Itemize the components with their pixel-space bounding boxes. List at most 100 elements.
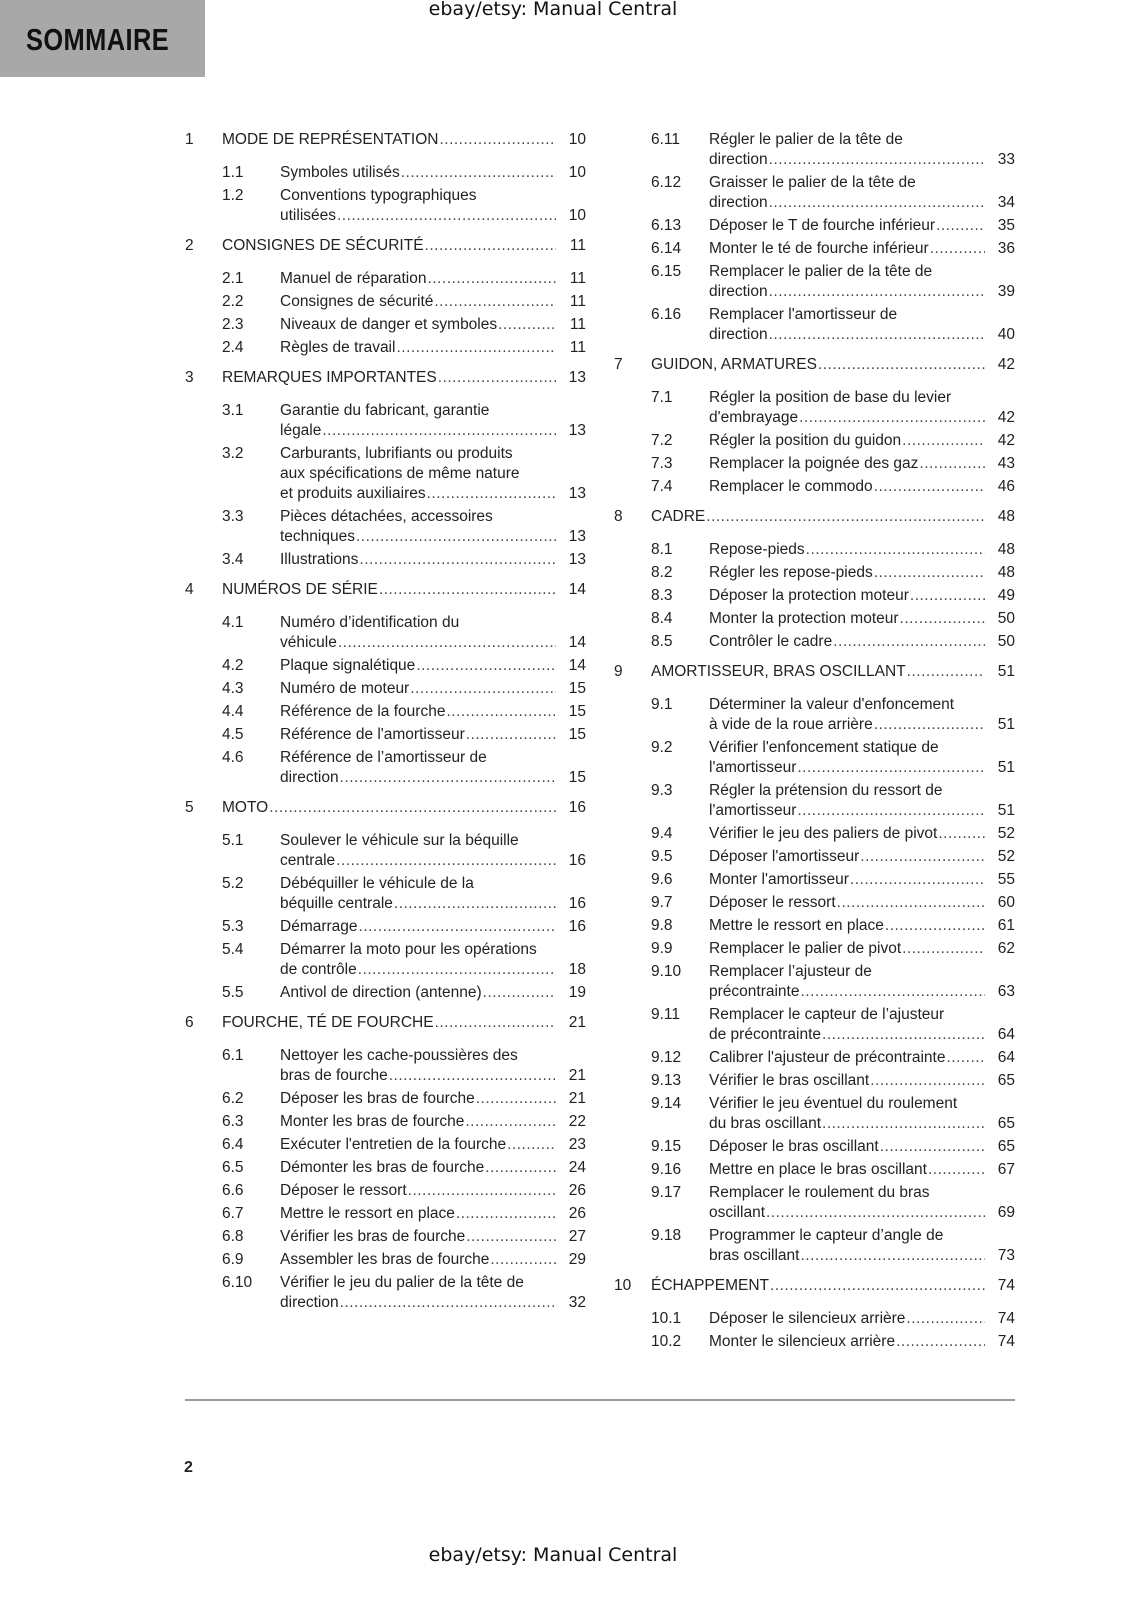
- toc-entry[interactable]: 6.15 Remplacer le palier de la tête de dir…: [614, 262, 1015, 302]
- toc-entry[interactable]: 4.6 Référence de l’amortisseur de directio…: [185, 748, 586, 788]
- toc-entry[interactable]: 1.1 Symboles utilisés....................…: [185, 163, 586, 183]
- toc-entry-last-line: MOTO....................................…: [222, 798, 586, 818]
- toc-entry[interactable]: 9.18 Programmer le capteur d’angle de bras…: [614, 1226, 1015, 1266]
- toc-entry[interactable]: 5.5 Antivol de direction (antenne).......…: [185, 983, 586, 1003]
- toc-entry[interactable]: 9.12 Calibrer l'ajusteur de précontrainte…: [614, 1048, 1015, 1068]
- toc-entry[interactable]: 8.2 Régler les repose-pieds..............…: [614, 563, 1015, 583]
- toc-entry[interactable]: 1.2 Conventions typographiques utilisées..…: [185, 186, 586, 226]
- toc-entry[interactable]: 7.2 Régler la position du guidon.........…: [614, 431, 1015, 451]
- toc-entry[interactable]: 6.4 Exécuter l'entretien de la fourche...…: [185, 1135, 586, 1155]
- toc-entry-number: 5.4: [222, 941, 244, 958]
- dot-leader: ........................................…: [439, 131, 556, 148]
- toc-entry[interactable]: 6.5 Démonter les bras de fourche.........…: [185, 1158, 586, 1178]
- toc-entry[interactable]: 9.14 Vérifier le jeu éventuel du roulemen…: [614, 1094, 1015, 1134]
- toc-entry[interactable]: 6.8 Vérifier les bras de fourche.........…: [185, 1227, 586, 1247]
- toc-entry[interactable]: 6.11 Régler le palier de la tête de direct…: [614, 130, 1015, 170]
- toc-entry[interactable]: 6.2 Déposer les bras de fourche..........…: [185, 1089, 586, 1109]
- toc-entry-last-line: bras de fourche.........................…: [280, 1066, 586, 1086]
- toc-chapter[interactable]: 1 MODE DE REPRÉSENTATION.................…: [185, 130, 586, 150]
- toc-entry[interactable]: 9.9 Remplacer le palier de pivot.........…: [614, 939, 1015, 959]
- toc-entry-number: 4.4: [222, 703, 244, 720]
- toc-entry-text: Vérifier le jeu du palier de la tête de: [280, 1274, 524, 1291]
- toc-entry-number: 9.7: [651, 894, 673, 911]
- toc-entry[interactable]: 5.2 Débéquiller le véhicule de la béquille…: [185, 874, 586, 914]
- toc-chapter[interactable]: 8 CADRE..................................…: [614, 507, 1015, 527]
- toc-entry[interactable]: 4.3 Numéro de moteur.....................…: [185, 679, 586, 699]
- toc-entry[interactable]: 3.2 Carburants, lubrifiants ou produits au…: [185, 444, 586, 504]
- toc-page-number: 64: [997, 1026, 1015, 1043]
- toc-entry[interactable]: 6.3 Monter les bras de fourche...........…: [185, 1112, 586, 1132]
- toc-entry[interactable]: 9.13 Vérifier le bras oscillant..........…: [614, 1071, 1015, 1091]
- toc-entry-last-line: direction...............................…: [709, 150, 1015, 170]
- toc-entry[interactable]: 6.6 Déposer le ressort...................…: [185, 1181, 586, 1201]
- toc-entry[interactable]: 9.11 Remplacer le capteur de l’ajusteur de…: [614, 1005, 1015, 1045]
- toc-entry[interactable]: 7.1 Régler la position de base du levier d…: [614, 388, 1015, 428]
- toc-entry[interactable]: 4.5 Référence de l'amortisseur...........…: [185, 725, 586, 745]
- toc-entry[interactable]: 9.1 Déterminer la valeur d'enfoncement à v…: [614, 695, 1015, 735]
- toc-entry[interactable]: 9.3 Régler la prétension du ressort de l'a…: [614, 781, 1015, 821]
- toc-entry[interactable]: 8.1 Repose-pieds.........................…: [614, 540, 1015, 560]
- toc-entry[interactable]: 9.15 Déposer le bras oscillant...........…: [614, 1137, 1015, 1157]
- toc-page-number: 13: [568, 422, 586, 439]
- toc-entry[interactable]: 9.8 Mettre le ressort en place...........…: [614, 916, 1015, 936]
- toc-entry[interactable]: 8.5 Contrôler le cadre...................…: [614, 632, 1015, 652]
- toc-entry[interactable]: 5.4 Démarrer la moto pour les opérations d…: [185, 940, 586, 980]
- toc-page-number: 10: [568, 131, 586, 148]
- toc-entry[interactable]: 5.1 Soulever le véhicule sur la béquille c…: [185, 831, 586, 871]
- toc-page-number: 10: [568, 164, 586, 181]
- toc-entry[interactable]: 6.9 Assembler les bras de fourche........…: [185, 1250, 586, 1270]
- toc-entry-body: Remplacer le capteur de l’ajusteur de pré…: [709, 1005, 1015, 1045]
- toc-entry-last-line: Remplacer la poignée des gaz............…: [709, 454, 1015, 474]
- toc-entry[interactable]: 9.17 Remplacer le roulement du bras oscill…: [614, 1183, 1015, 1223]
- toc-chapter[interactable]: 10 ÉCHAPPEMENT...........................…: [614, 1276, 1015, 1296]
- toc-entry[interactable]: 2.2 Consignes de sécurité................…: [185, 292, 586, 312]
- toc-entry[interactable]: 6.12 Graisser le palier de la tête de dire…: [614, 173, 1015, 213]
- toc-entry[interactable]: 6.16 Remplacer l'amortisseur de direction.…: [614, 305, 1015, 345]
- toc-entry-number: 1.1: [222, 164, 244, 181]
- toc-entry[interactable]: 7.4 Remplacer le commodo.................…: [614, 477, 1015, 497]
- toc-entry-text: Règles de travail: [280, 339, 396, 356]
- toc-entry-last-line: Monter le silencieux arrière............…: [709, 1332, 1015, 1352]
- toc-entry[interactable]: 2.1 Manuel de réparation.................…: [185, 269, 586, 289]
- toc-chapter[interactable]: 2 CONSIGNES DE SÉCURITÉ..................…: [185, 236, 586, 256]
- toc-entry[interactable]: 9.5 Déposer l'amortisseur................…: [614, 847, 1015, 867]
- dot-leader: ........................................…: [768, 194, 985, 211]
- toc-chapter[interactable]: 4 NUMÉROS DE SÉRIE.......................…: [185, 580, 586, 600]
- toc-entry-last-line: direction...............................…: [280, 1293, 586, 1313]
- toc-entry[interactable]: 9.4 Vérifier le jeu des paliers de pivot.…: [614, 824, 1015, 844]
- toc-entry[interactable]: 9.2 Vérifier l'enfoncement statique de l'a…: [614, 738, 1015, 778]
- toc-entry[interactable]: 10.1 Déposer le silencieux arrière.......…: [614, 1309, 1015, 1329]
- toc-entry[interactable]: 6.1 Nettoyer les cache-poussières des bras…: [185, 1046, 586, 1086]
- toc-entry-body: Nettoyer les cache-poussières des bras de…: [280, 1046, 586, 1086]
- toc-chapter[interactable]: 3 REMARQUES IMPORTANTES..................…: [185, 368, 586, 388]
- toc-entry[interactable]: 5.3 Démarrage............................…: [185, 917, 586, 937]
- toc-page-number: 51: [997, 716, 1015, 733]
- toc-entry[interactable]: 9.16 Mettre en place le bras oscillant...…: [614, 1160, 1015, 1180]
- toc-entry[interactable]: 4.2 Plaque signalétique..................…: [185, 656, 586, 676]
- toc-page-number: 15: [568, 680, 586, 697]
- toc-entry[interactable]: 9.7 Déposer le ressort...................…: [614, 893, 1015, 913]
- toc-entry[interactable]: 6.14 Monter le té de fourche inférieur...…: [614, 239, 1015, 259]
- toc-entry[interactable]: 7.3 Remplacer la poignée des gaz.........…: [614, 454, 1015, 474]
- toc-entry[interactable]: 9.10 Remplacer l’ajusteur de précontrainte…: [614, 962, 1015, 1002]
- toc-chapter[interactable]: 7 GUIDON, ARMATURES......................…: [614, 355, 1015, 375]
- toc-chapter[interactable]: 9 AMORTISSEUR, BRAS OSCILLANT............…: [614, 662, 1015, 682]
- toc-entry[interactable]: 10.2 Monter le silencieux arrière........…: [614, 1332, 1015, 1352]
- toc-entry-text: CONSIGNES DE SÉCURITÉ: [222, 237, 424, 254]
- toc-chapter[interactable]: 5 MOTO...................................…: [185, 798, 586, 818]
- toc-entry-text: centrale: [280, 852, 336, 869]
- toc-entry[interactable]: 6.7 Mettre le ressort en place...........…: [185, 1204, 586, 1224]
- toc-entry[interactable]: 9.6 Monter l'amortisseur.................…: [614, 870, 1015, 890]
- toc-entry[interactable]: 8.3 Déposer la protection moteur.........…: [614, 586, 1015, 606]
- toc-entry[interactable]: 4.4 Référence de la fourche..............…: [185, 702, 586, 722]
- toc-entry[interactable]: 3.3 Pièces détachées, accessoires techniqu…: [185, 507, 586, 547]
- toc-chapter[interactable]: 6 FOURCHE, TÉ DE FOURCHE.................…: [185, 1013, 586, 1033]
- toc-entry[interactable]: 2.4 Règles de travail....................…: [185, 338, 586, 358]
- toc-entry[interactable]: 6.10 Vérifier le jeu du palier de la tête…: [185, 1273, 586, 1313]
- toc-entry[interactable]: 2.3 Niveaux de danger et symboles........…: [185, 315, 586, 335]
- toc-entry[interactable]: 4.1 Numéro d’identification du véhicule...…: [185, 613, 586, 653]
- toc-entry[interactable]: 3.1 Garantie du fabricant, garantie légale…: [185, 401, 586, 441]
- toc-entry[interactable]: 6.13 Déposer le T de fourche inférieur...…: [614, 216, 1015, 236]
- toc-entry[interactable]: 8.4 Monter la protection moteur..........…: [614, 609, 1015, 629]
- toc-entry[interactable]: 3.4 Illustrations........................…: [185, 550, 586, 570]
